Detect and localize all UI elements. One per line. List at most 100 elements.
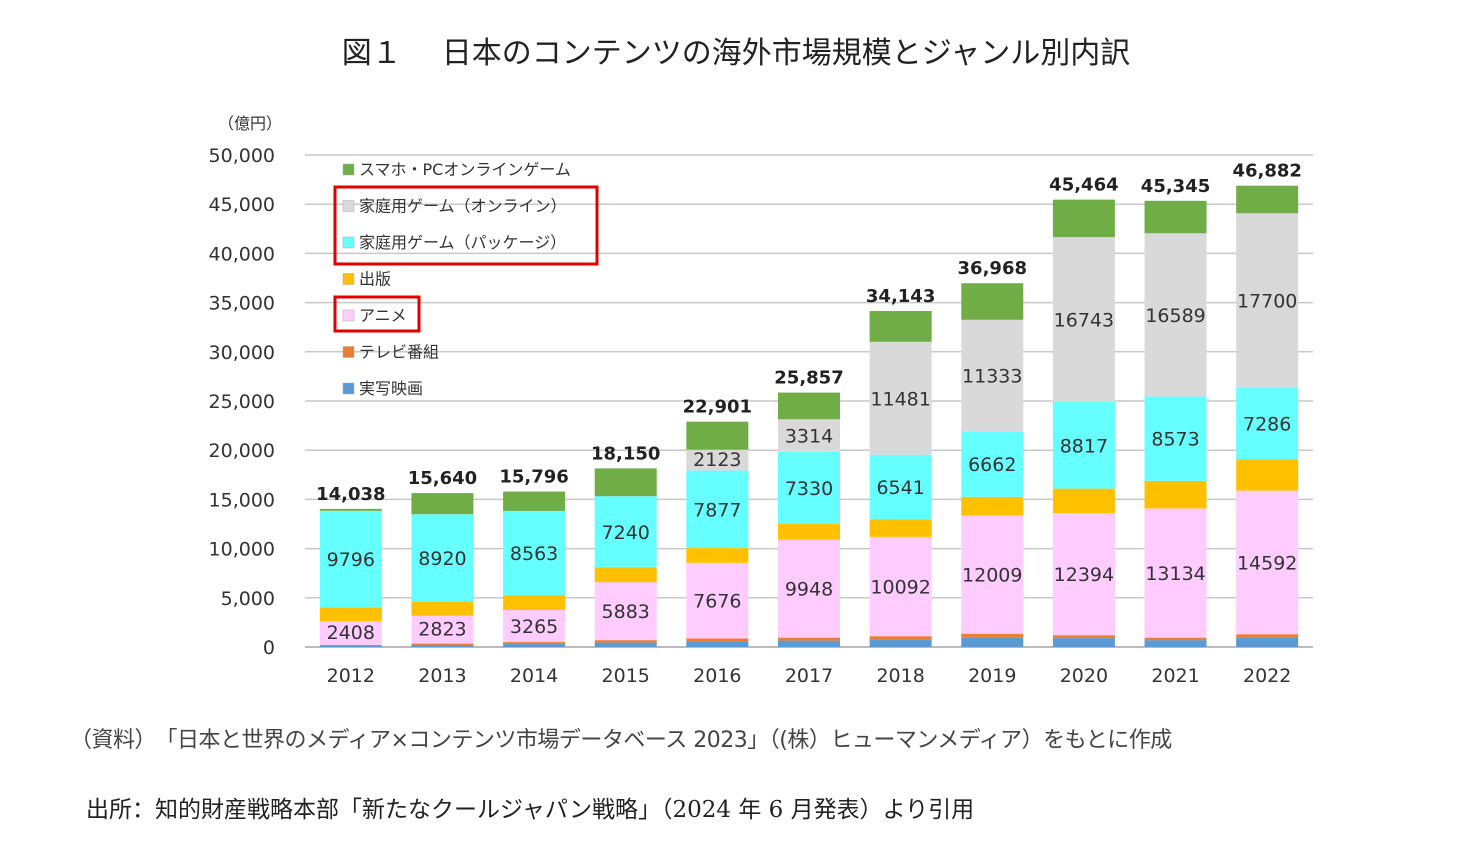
legend-label: 実写映画 bbox=[359, 379, 423, 398]
bar-segment bbox=[1052, 638, 1115, 647]
x-tick-label: 2020 bbox=[1060, 665, 1108, 687]
bar-segment bbox=[778, 392, 840, 420]
bar-segment bbox=[1236, 634, 1299, 638]
bar-segment bbox=[778, 539, 840, 638]
y-tick-label: 0 bbox=[263, 637, 275, 659]
bar-segment bbox=[869, 639, 932, 647]
segment-label: 10092 bbox=[870, 577, 930, 599]
bar-segment bbox=[686, 421, 749, 450]
bar-segment bbox=[1144, 508, 1207, 638]
x-tick-label: 2016 bbox=[693, 665, 741, 687]
bar-segment bbox=[1052, 401, 1115, 489]
bar-segment bbox=[961, 515, 1024, 634]
bar-segment bbox=[869, 536, 932, 637]
total-label: 15,796 bbox=[499, 467, 568, 488]
bar-segment bbox=[686, 470, 749, 549]
x-tick-label: 2014 bbox=[510, 665, 558, 687]
bar-segment bbox=[594, 567, 657, 583]
bar-segment bbox=[594, 496, 657, 568]
bar-segment bbox=[411, 615, 474, 644]
bar-segment bbox=[1236, 185, 1299, 214]
bar-segment bbox=[778, 640, 840, 647]
bar-segment bbox=[961, 431, 1024, 497]
bar-segment bbox=[1052, 237, 1115, 402]
figure-number: 図１ bbox=[341, 36, 402, 71]
bar-segment bbox=[1144, 480, 1207, 509]
bar-segment bbox=[778, 637, 840, 641]
bar-segment bbox=[686, 638, 749, 642]
legend-swatch bbox=[342, 346, 355, 358]
highlight-box-game bbox=[333, 185, 599, 266]
segment-label: 8563 bbox=[510, 543, 558, 565]
bar-segment bbox=[1144, 233, 1207, 397]
total-label: 36,968 bbox=[958, 258, 1027, 279]
bar-segment bbox=[869, 341, 932, 455]
legend-swatch bbox=[342, 273, 355, 285]
legend-swatch bbox=[342, 163, 355, 176]
segment-label: 7330 bbox=[785, 478, 833, 500]
segment-label: 13134 bbox=[1145, 563, 1205, 585]
figure-title: 図１ 日本のコンテンツの海外市場規模とジャンル別内訳 bbox=[0, 28, 1472, 72]
y-tick-label: 30,000 bbox=[209, 342, 275, 364]
bar-segment bbox=[1144, 637, 1207, 641]
segment-label: 8920 bbox=[418, 548, 466, 570]
segment-label: 9948 bbox=[785, 579, 833, 601]
bar-segment bbox=[319, 646, 382, 647]
y-tick-label: 15,000 bbox=[209, 489, 275, 511]
y-tick-label: 25,000 bbox=[209, 391, 275, 413]
bar-segment bbox=[869, 454, 932, 520]
total-label: 46,882 bbox=[1232, 161, 1301, 182]
bar-segment bbox=[1144, 396, 1207, 481]
bar-segment bbox=[1236, 490, 1299, 635]
segment-label: 2123 bbox=[693, 449, 741, 471]
segment-label: 2408 bbox=[327, 622, 375, 644]
bar-segment bbox=[319, 508, 382, 511]
x-tick-label: 2022 bbox=[1243, 665, 1291, 687]
x-tick-label: 2013 bbox=[418, 665, 466, 687]
bar-segment bbox=[411, 493, 474, 515]
segment-label: 3314 bbox=[785, 426, 833, 448]
bar-segment bbox=[686, 449, 749, 471]
bar-segment bbox=[503, 644, 566, 647]
bar-segment bbox=[503, 595, 566, 610]
x-tick-label: 2018 bbox=[876, 665, 924, 687]
bar-segment bbox=[869, 519, 932, 537]
bar-segment bbox=[961, 633, 1024, 638]
legend-swatch bbox=[342, 200, 355, 212]
figure-title-text: 日本のコンテンツの海外市場規模とジャンル別内訳 bbox=[441, 36, 1131, 71]
bar-segment bbox=[778, 451, 840, 525]
bar-segment bbox=[503, 510, 566, 596]
bar-segment bbox=[1144, 640, 1207, 647]
bar-segment bbox=[503, 609, 566, 643]
bar-segment bbox=[961, 637, 1024, 647]
segment-label: 7877 bbox=[693, 499, 741, 521]
bar-segment bbox=[503, 642, 566, 645]
x-tick-label: 2021 bbox=[1151, 665, 1199, 687]
total-label: 15,640 bbox=[408, 468, 477, 489]
y-tick-label: 5,000 bbox=[221, 588, 275, 610]
y-tick-label: 35,000 bbox=[209, 293, 275, 315]
bar-segment bbox=[411, 643, 474, 646]
bar-segment bbox=[319, 510, 382, 608]
bar-segment bbox=[411, 514, 474, 603]
legend-label: テレビ番組 bbox=[359, 343, 439, 362]
x-tick-label: 2015 bbox=[602, 665, 650, 687]
segment-label: 9796 bbox=[327, 549, 375, 571]
bar-segment bbox=[961, 496, 1024, 516]
total-label: 45,464 bbox=[1049, 175, 1118, 196]
y-tick-label: 10,000 bbox=[209, 539, 275, 561]
bar-segment bbox=[1052, 513, 1115, 636]
bar-segment bbox=[411, 602, 474, 616]
bar-segment bbox=[961, 283, 1024, 320]
bar-segment bbox=[869, 636, 932, 640]
bar-segment bbox=[594, 640, 657, 643]
bar-segment bbox=[319, 621, 382, 646]
segment-label: 7676 bbox=[693, 591, 741, 613]
segment-label: 8573 bbox=[1151, 429, 1199, 451]
bar-segment bbox=[778, 419, 840, 452]
segment-label: 12009 bbox=[962, 565, 1022, 587]
segment-label: 11481 bbox=[870, 388, 930, 410]
segment-label: 16743 bbox=[1054, 310, 1114, 332]
bar-segment bbox=[503, 491, 566, 511]
